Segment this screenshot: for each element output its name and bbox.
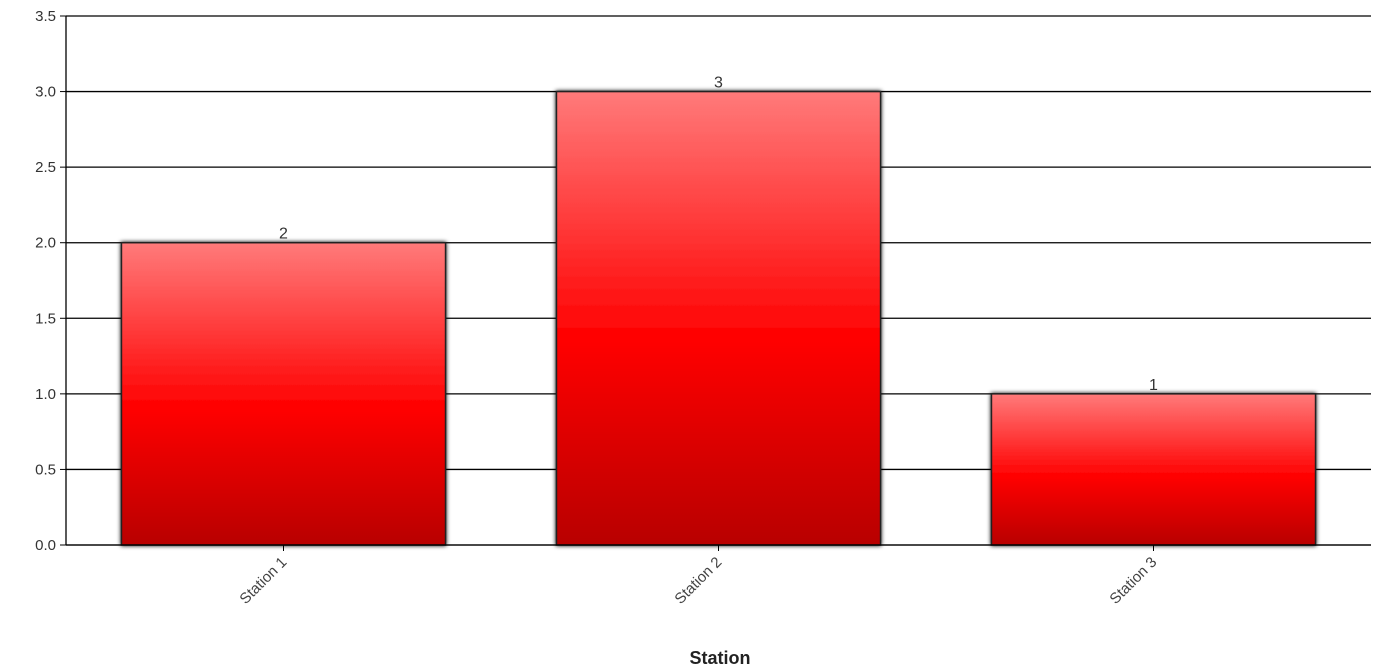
y-tick-label: 1.0 <box>35 386 56 403</box>
bar[interactable] <box>120 241 447 546</box>
data-label: 1 <box>1149 377 1158 394</box>
x-axis-title: Station <box>690 648 751 668</box>
bar[interactable] <box>990 393 1317 546</box>
y-tick-label: 2.5 <box>35 159 56 176</box>
y-axis: 0.0 0.5 1.0 1.5 2.0 2.5 3.0 3.5 <box>35 8 67 554</box>
y-tick-label: 2.0 <box>35 235 56 252</box>
y-tick-label: 1.5 <box>35 310 56 327</box>
y-tick-label: 0.5 <box>35 461 56 478</box>
data-label: 2 <box>279 226 288 243</box>
data-label: 3 <box>714 75 723 92</box>
x-tick-label: Station 1 <box>236 554 290 608</box>
x-tick-label: Station 3 <box>1106 554 1160 608</box>
y-tick-label: 0.0 <box>35 537 56 554</box>
data-labels: 2 3 1 <box>279 75 1158 394</box>
x-tick-label: Station 2 <box>671 554 725 608</box>
bar[interactable] <box>555 90 882 546</box>
x-axis: Station 1 Station 2 Station 3 <box>66 544 1371 608</box>
bars <box>120 90 1317 546</box>
y-tick-label: 3.5 <box>35 8 56 25</box>
y-tick-label: 3.0 <box>35 84 56 101</box>
